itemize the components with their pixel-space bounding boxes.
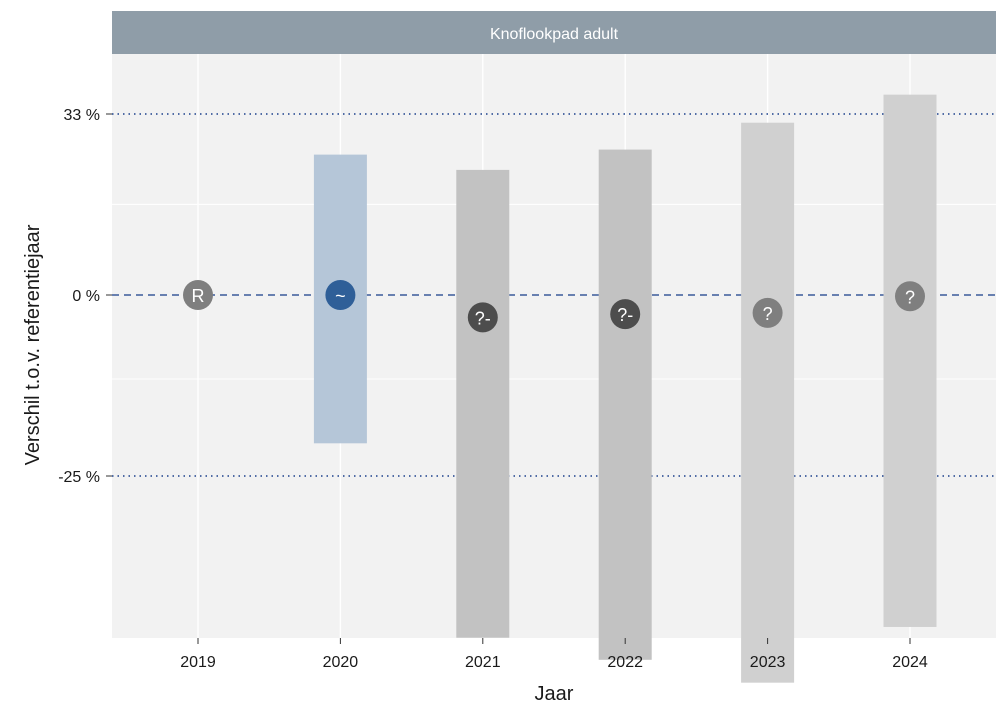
marker-symbol: R xyxy=(192,286,205,306)
estimate-marker xyxy=(610,299,641,330)
y-tick-label: 33 % xyxy=(64,107,100,124)
estimate-marker xyxy=(183,280,213,310)
estimate-marker xyxy=(325,280,356,310)
estimate-marker xyxy=(752,297,783,328)
marker-symbol: ?- xyxy=(475,308,491,328)
confidence-band xyxy=(598,149,652,660)
x-axis: 2019 2020 2021 2022 2023 2024 xyxy=(180,638,928,671)
x-tick-label: 2019 xyxy=(180,654,216,671)
estimate-marker xyxy=(895,281,925,312)
y-axis-title: Verschil t.o.v. referentiejaar xyxy=(22,224,44,465)
confidence-band xyxy=(741,122,795,683)
x-tick-label: 2024 xyxy=(892,654,928,671)
y-axis: 33 % 0 % -25 % xyxy=(58,107,112,486)
marker-symbol: ~ xyxy=(335,286,346,306)
x-tick-label: 2022 xyxy=(607,654,643,671)
marker-symbol: ? xyxy=(763,304,773,324)
x-axis-title: Jaar xyxy=(535,683,574,705)
x-tick-label: 2020 xyxy=(323,654,359,671)
y-tick-label: -25 % xyxy=(58,469,100,486)
confidence-band xyxy=(883,94,937,627)
x-tick-label: 2023 xyxy=(750,654,786,671)
confidence-band xyxy=(456,169,510,638)
marker-symbol: ? xyxy=(905,287,915,307)
facet-title: Knoflookpad adult xyxy=(490,26,619,43)
y-tick-label: 0 % xyxy=(72,288,100,305)
estimate-marker xyxy=(467,302,498,333)
point-markers: R ~ ?- ?-?? xyxy=(183,280,925,333)
facet-strip xyxy=(112,11,996,54)
panel-background xyxy=(112,54,996,638)
confidence-bands xyxy=(313,94,937,683)
x-tick-label: 2021 xyxy=(465,654,501,671)
reference-lines xyxy=(112,113,996,477)
marker-symbol: ?- xyxy=(617,305,633,325)
